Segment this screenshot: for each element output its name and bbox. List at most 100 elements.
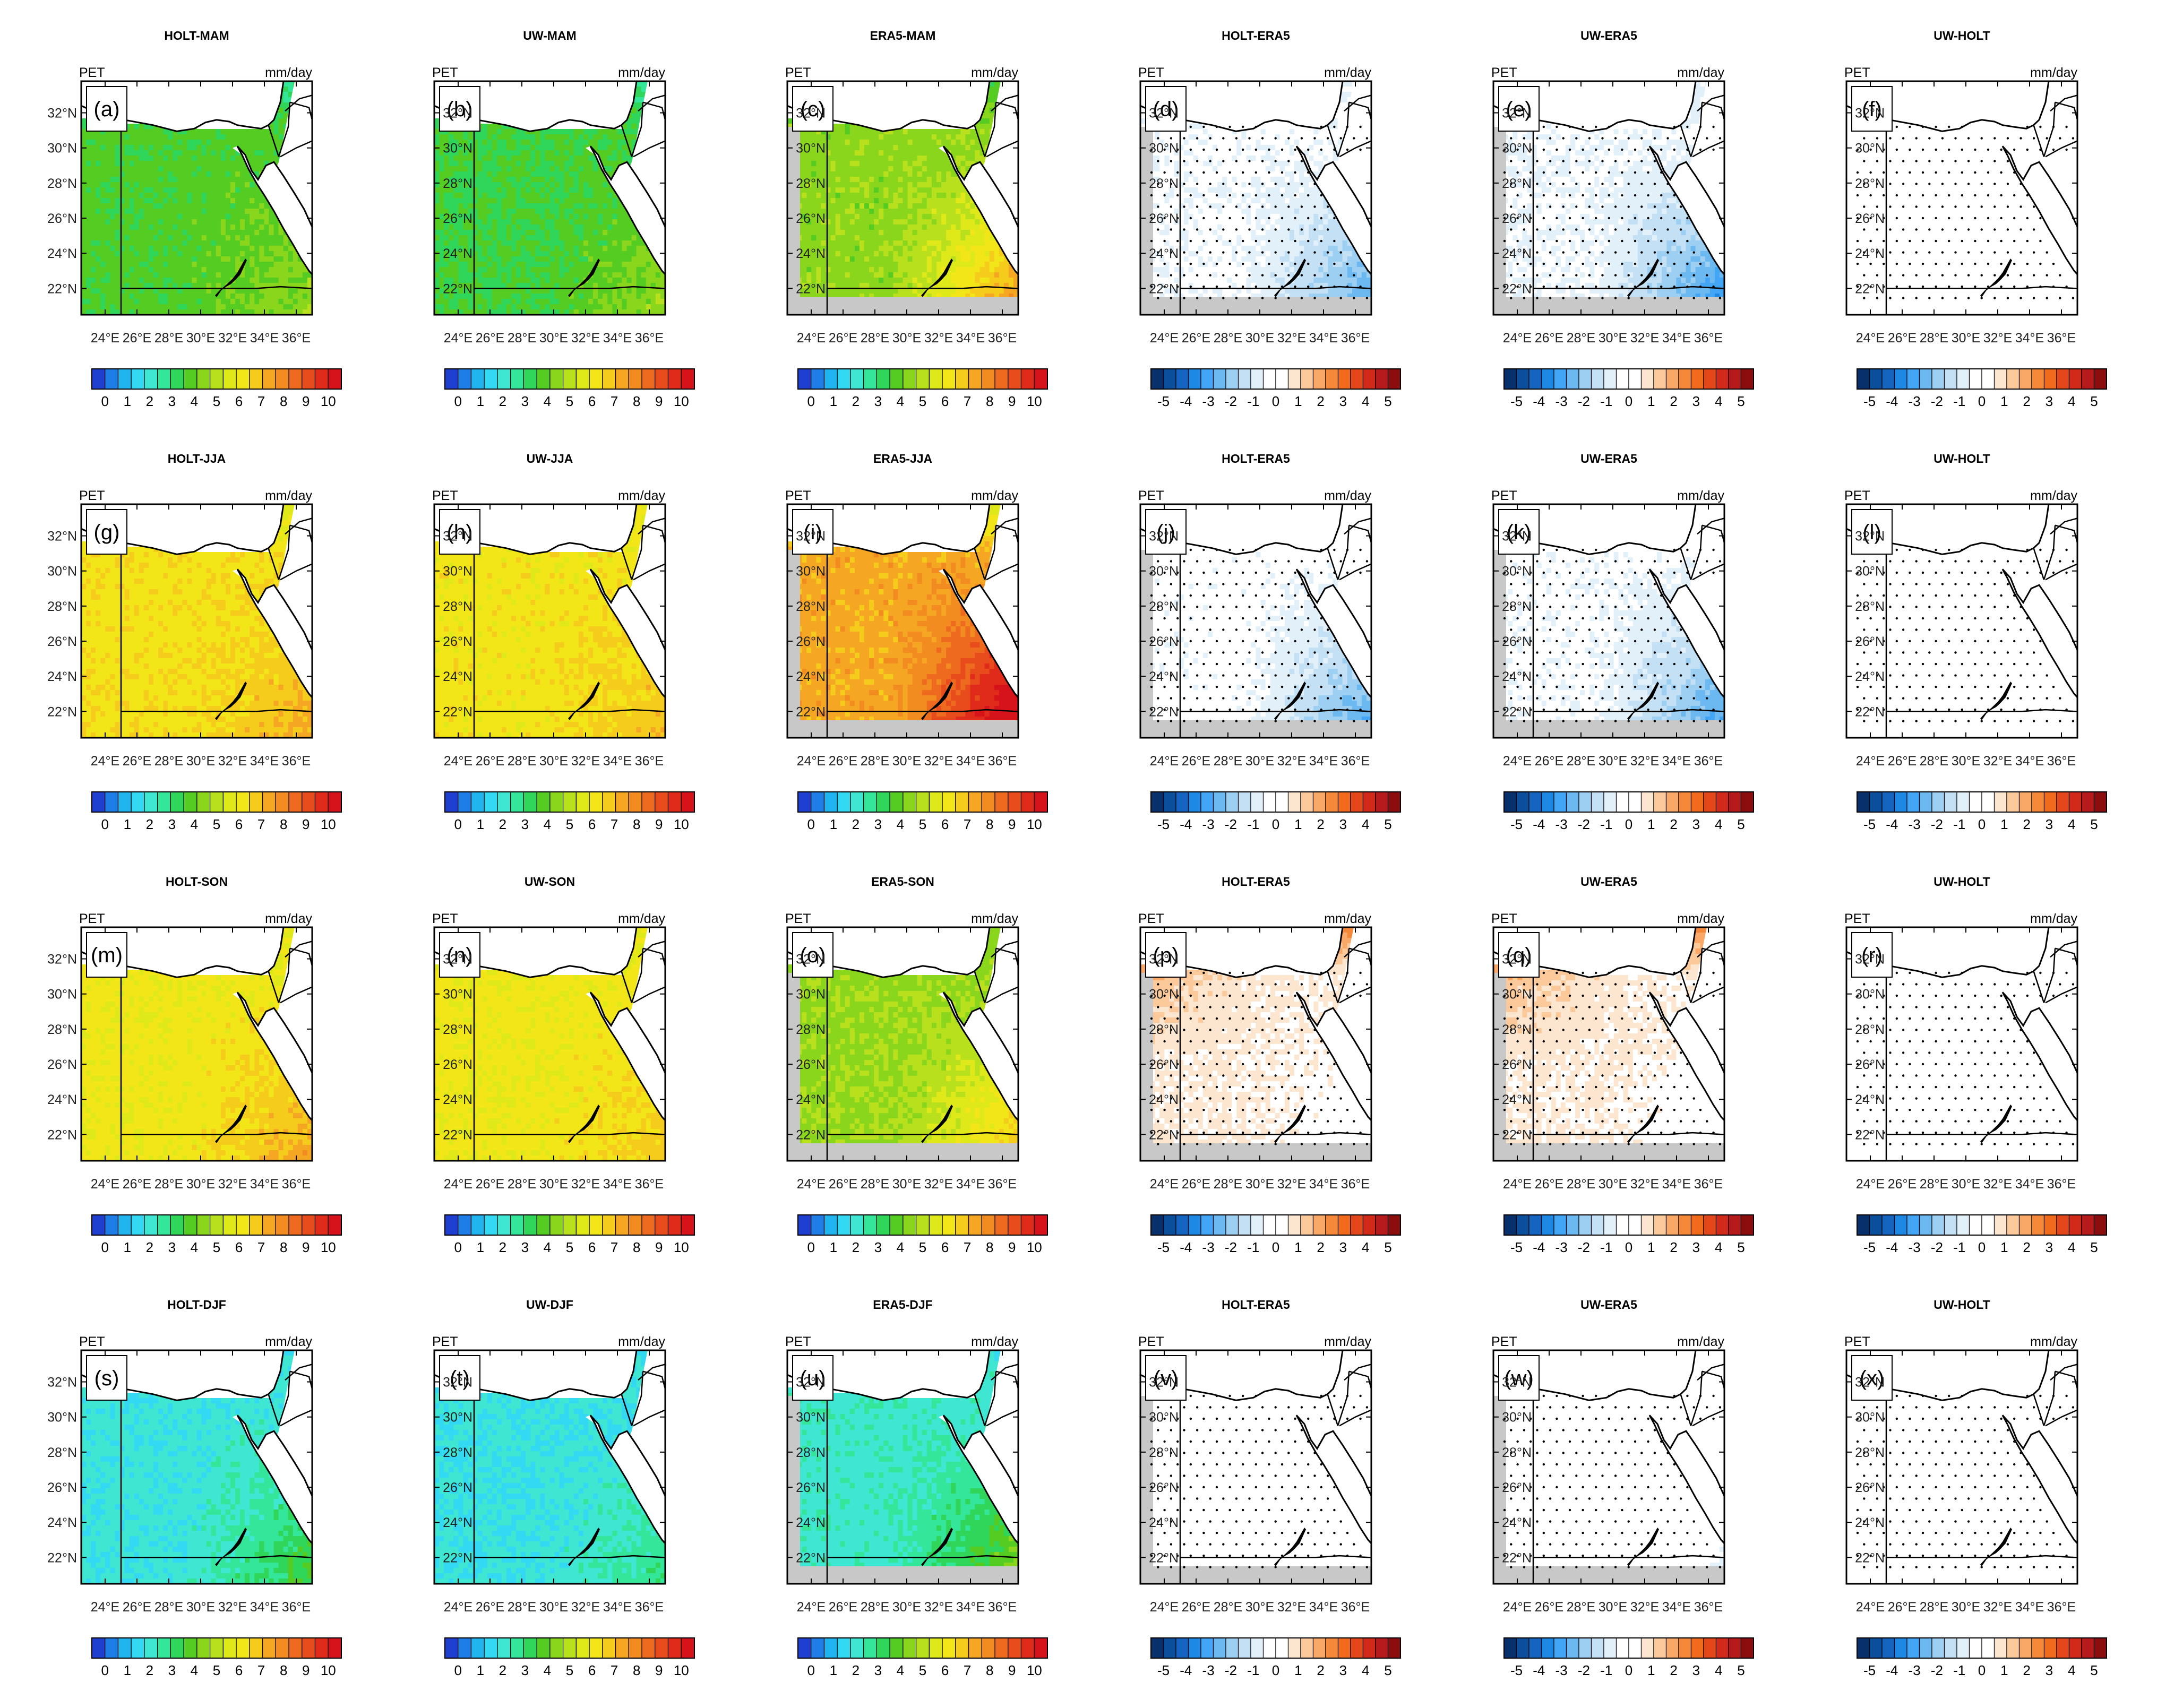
field-cell: [487, 177, 493, 183]
field-cell: [492, 134, 497, 140]
field-cell: [216, 272, 221, 278]
field-cell: [81, 309, 87, 315]
field-cell: [951, 177, 956, 183]
colorbar-swatch: [236, 368, 250, 390]
field-cell: [835, 219, 841, 225]
colorbar-swatch: [314, 368, 329, 390]
field-cell: [439, 256, 444, 262]
field-cell: [830, 171, 836, 177]
field-cell: [250, 140, 255, 145]
field-cell: [922, 246, 927, 252]
field-cell: [501, 150, 507, 156]
field-cell: [636, 262, 642, 268]
field-cell: [158, 156, 164, 161]
field-cell: [119, 166, 125, 172]
field-cell: [879, 193, 884, 199]
field-cell: [907, 235, 913, 241]
field-cell: [573, 283, 579, 289]
field-cell: [264, 145, 270, 151]
field-cell: [622, 134, 628, 140]
field-cell: [453, 150, 459, 156]
field-cell: [545, 209, 551, 214]
field-cell: [540, 262, 546, 268]
field-cell: [449, 294, 454, 299]
field-cell: [297, 256, 303, 262]
field-cell: [259, 272, 264, 278]
field-cell: [115, 214, 121, 220]
field-cell: [631, 272, 637, 278]
field-cell: [931, 256, 937, 262]
colorbar-swatch: [249, 368, 263, 390]
field-cell: [250, 150, 255, 156]
field-cell: [216, 240, 221, 246]
field-cell: [487, 193, 493, 199]
field-cell: [206, 262, 212, 268]
field-cell: [521, 161, 526, 167]
field-cell: [182, 145, 187, 151]
field-cell: [449, 246, 454, 252]
field-cell: [802, 235, 807, 241]
field-cell: [521, 304, 526, 310]
field-cell: [124, 129, 130, 135]
field-cell: [86, 230, 91, 236]
field-cell: [250, 304, 255, 310]
field-cell: [854, 240, 860, 246]
field-cell: [240, 294, 245, 299]
field-cell: [922, 209, 927, 214]
field-cell: [835, 187, 841, 193]
field-cell: [449, 161, 454, 167]
field-cell: [811, 246, 817, 252]
field-cell: [549, 283, 555, 289]
field-cell: [811, 256, 817, 262]
field-cell: [196, 219, 202, 225]
field-cell: [554, 304, 560, 310]
colorbar-swatch: [302, 368, 316, 390]
field-cell: [168, 278, 173, 283]
field-cell: [196, 214, 202, 220]
field-cell: [230, 134, 236, 140]
field-cell: [134, 193, 140, 199]
field-cell: [264, 272, 270, 278]
field-cell: [646, 278, 651, 283]
field-cell: [835, 240, 841, 246]
field-cell: [259, 129, 264, 135]
field-cell: [903, 203, 908, 209]
field-cell: [806, 145, 812, 151]
colorbar-label: 7: [611, 393, 618, 409]
field-cell: [588, 288, 594, 294]
field-cell: [444, 251, 449, 257]
field-cell: [173, 272, 178, 278]
field-cell: [444, 299, 449, 305]
field-cell: [879, 283, 884, 289]
field-cell: [864, 145, 870, 151]
field-cell: [631, 140, 637, 145]
field-cell: [888, 272, 893, 278]
field-cell: [168, 171, 173, 177]
field-cell: [912, 134, 918, 140]
field-cell: [269, 251, 274, 257]
field-cell: [105, 129, 110, 135]
field-cell: [516, 304, 521, 310]
field-cell: [821, 267, 827, 273]
field-cell: [849, 230, 855, 236]
field-cell: [201, 209, 207, 214]
field-cell: [240, 156, 245, 161]
field-cell: [105, 235, 110, 241]
field-cell: [603, 267, 608, 273]
field-cell: [192, 267, 197, 273]
field-cell: [869, 219, 874, 225]
field-cell: [516, 150, 521, 156]
field-cell: [946, 129, 951, 135]
field-cell: [883, 272, 889, 278]
field-cell: [936, 161, 942, 167]
field-cell: [806, 278, 812, 283]
field-cell: [636, 309, 642, 315]
field-cell: [603, 182, 608, 188]
field-cell: [477, 140, 483, 145]
field-cell: [859, 294, 865, 299]
field-cell: [492, 219, 497, 225]
field-cell: [110, 219, 116, 225]
field-cell: [660, 299, 665, 305]
field-cell: [158, 240, 164, 246]
field-cell: [250, 283, 255, 289]
